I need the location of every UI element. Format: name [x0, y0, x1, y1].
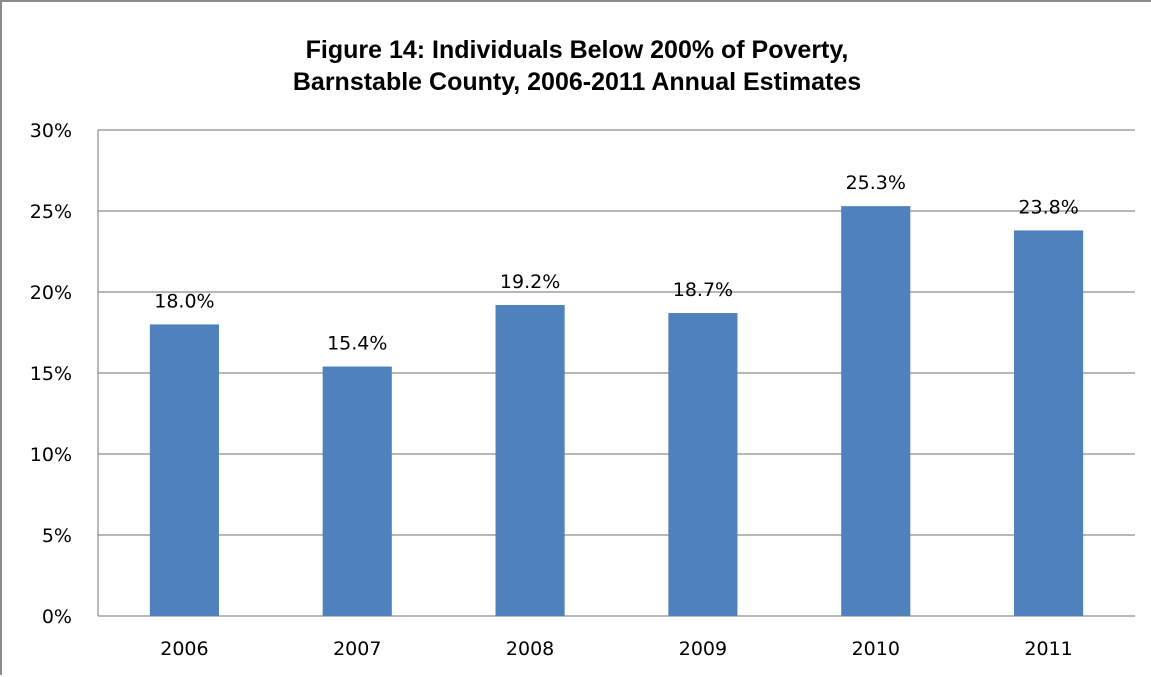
y-tick-label: 30% — [30, 120, 72, 142]
chart-title-line-2: Barnstable County, 2006-2011 Annual Esti… — [293, 68, 861, 96]
x-tick-label: 2009 — [679, 638, 727, 660]
y-tick-label: 20% — [30, 282, 72, 304]
y-tick-label: 25% — [30, 201, 72, 223]
data-label: 18.7% — [673, 279, 733, 301]
bar-2008 — [495, 304, 565, 616]
y-tick-label: 10% — [30, 444, 72, 466]
chart-title-line-1: Figure 14: Individuals Below 200% of Pov… — [306, 36, 849, 64]
bar-2010 — [841, 206, 911, 616]
x-tick-label: 2010 — [852, 638, 900, 660]
data-label: 19.2% — [500, 271, 560, 293]
y-tick-label: 0% — [42, 606, 72, 628]
bars — [149, 206, 1084, 616]
y-tick-label: 15% — [30, 363, 72, 385]
bar-2006 — [149, 324, 219, 616]
gridlines — [97, 129, 1135, 617]
y-axis-tick-labels: 0% 5% 10% 15% 20% 25% 30% — [30, 120, 72, 628]
chart-title: Figure 14: Individuals Below 200% of Pov… — [293, 36, 861, 96]
y-tick-label: 5% — [42, 525, 72, 547]
bar-2007 — [322, 366, 392, 616]
data-labels: 18.0% 15.4% 19.2% 18.7% 25.3% 23.8% — [154, 172, 1079, 354]
x-tick-label: 2011 — [1024, 638, 1072, 660]
data-label: 23.8% — [1018, 196, 1078, 218]
data-label: 15.4% — [327, 333, 387, 355]
x-tick-label: 2006 — [160, 638, 208, 660]
x-axis-tick-labels: 2006 2007 2008 2009 2010 2011 — [160, 638, 1073, 660]
x-tick-label: 2008 — [506, 638, 554, 660]
bar-2009 — [668, 313, 738, 616]
data-label: 18.0% — [154, 290, 214, 312]
x-tick-label: 2007 — [333, 638, 381, 660]
bar-2011 — [1014, 230, 1084, 616]
data-label: 25.3% — [846, 172, 906, 194]
